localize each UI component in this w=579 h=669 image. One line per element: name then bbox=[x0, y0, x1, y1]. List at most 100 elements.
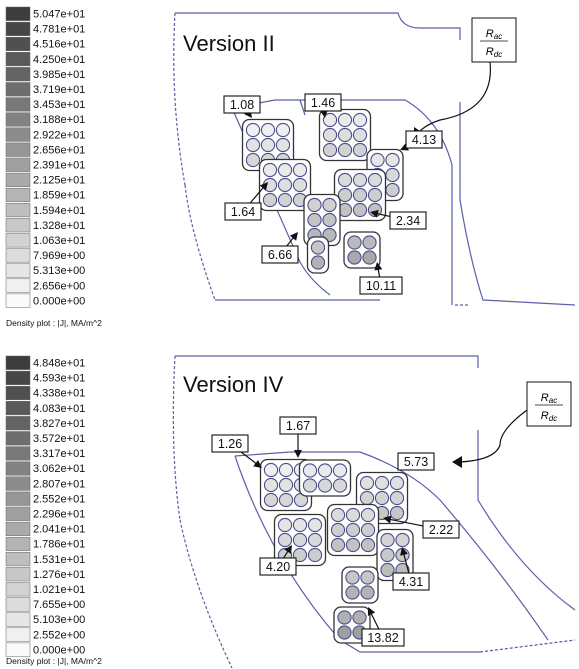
conductor-strand bbox=[333, 479, 346, 492]
conductor-bundle bbox=[344, 232, 380, 268]
legend-value: 1.531e+01 bbox=[33, 554, 85, 566]
legend-value: 5.103e+00 bbox=[33, 614, 85, 626]
conductor-bundle bbox=[300, 460, 351, 496]
conductor-strand bbox=[346, 508, 359, 521]
legend-swatch bbox=[6, 203, 30, 217]
ratio-arrow bbox=[460, 410, 527, 462]
legend-value: 4.250e+01 bbox=[33, 54, 85, 66]
legend-swatch bbox=[6, 188, 30, 202]
legend-value: 2.552e+01 bbox=[33, 493, 85, 505]
legend-value: 3.572e+01 bbox=[33, 433, 85, 445]
legend-swatch bbox=[6, 537, 30, 551]
conductor-strand bbox=[348, 251, 361, 264]
legend-swatch bbox=[6, 264, 30, 278]
conductor-strand bbox=[263, 163, 276, 176]
legend-value: 1.594e+01 bbox=[33, 205, 85, 217]
legend-value: 1.021e+01 bbox=[33, 584, 85, 596]
conductor-strand bbox=[261, 123, 274, 136]
legend-value: 4.593e+01 bbox=[33, 373, 85, 385]
conductor-strand bbox=[279, 493, 292, 506]
ratio-value: 10.11 bbox=[366, 279, 396, 293]
conductor-strand bbox=[338, 611, 351, 624]
legend-swatch bbox=[6, 113, 30, 127]
conductor-strand bbox=[279, 463, 292, 476]
legend-swatch bbox=[6, 52, 30, 66]
legend-swatch bbox=[6, 613, 30, 627]
conductor-strand bbox=[311, 256, 324, 269]
conductor-strand bbox=[338, 626, 351, 639]
legend-value: 5.047e+01 bbox=[33, 9, 85, 21]
conductor-strand bbox=[246, 123, 259, 136]
legend-value: 5.313e+00 bbox=[33, 265, 85, 277]
conductor-strand bbox=[278, 163, 291, 176]
conductor-bundle bbox=[342, 567, 378, 603]
legend-swatch bbox=[6, 158, 30, 172]
conductor-strand bbox=[353, 203, 366, 216]
conductor-strand bbox=[386, 153, 399, 166]
ratio-value: 1.08 bbox=[230, 98, 254, 112]
label-arrow bbox=[241, 452, 257, 464]
conductor-strand bbox=[276, 138, 289, 151]
legend-value: 4.781e+01 bbox=[33, 24, 85, 36]
conductor-strand bbox=[308, 533, 321, 546]
conductor-strand bbox=[293, 518, 306, 531]
legend-swatch bbox=[6, 386, 30, 400]
legend-value: 3.453e+01 bbox=[33, 99, 85, 111]
conductor-strand bbox=[338, 143, 351, 156]
label-arrowhead bbox=[294, 450, 302, 458]
ratio-value: 6.66 bbox=[268, 248, 292, 262]
legend-swatch bbox=[6, 371, 30, 385]
conductor-strand bbox=[353, 188, 366, 201]
legend-swatch bbox=[6, 432, 30, 446]
conductor-bundle bbox=[320, 110, 371, 161]
ratio-value: 13.82 bbox=[367, 631, 398, 645]
ratio-value: 2.34 bbox=[396, 214, 420, 228]
legend-value: 7.969e+00 bbox=[33, 250, 85, 262]
conductor-strand bbox=[278, 533, 291, 546]
panel-title: Version II bbox=[183, 31, 275, 56]
conductor-strand bbox=[348, 236, 361, 249]
conductor-strand bbox=[390, 506, 403, 519]
panel-version-ii: 5.047e+01 4.781e+01 4.516e+01 4.250e+01 3.98… bbox=[6, 7, 575, 328]
conductor-strand bbox=[278, 193, 291, 206]
label-arrow bbox=[371, 612, 379, 629]
conductor-strand bbox=[331, 508, 344, 521]
legend-value: 1.328e+01 bbox=[33, 220, 85, 232]
legend-swatch bbox=[6, 294, 30, 308]
legend-value: 3.188e+01 bbox=[33, 114, 85, 126]
conductor-strand bbox=[361, 571, 374, 584]
ratio-value: 1.67 bbox=[286, 419, 310, 433]
conductor-strand bbox=[278, 178, 291, 191]
conductor-strand bbox=[278, 518, 291, 531]
conductor-strand bbox=[361, 586, 374, 599]
legend-caption: Density plot : |J|, MA/m^2 bbox=[6, 656, 102, 666]
conductor-strand bbox=[338, 113, 351, 126]
ratio-value: 5.73 bbox=[404, 455, 428, 469]
legend-swatch bbox=[6, 522, 30, 536]
conductor-strand bbox=[308, 198, 321, 211]
conductor-strand bbox=[338, 173, 351, 186]
conductor-strand bbox=[338, 128, 351, 141]
conductor-bundles-version-iv bbox=[261, 460, 414, 644]
conductor-strand bbox=[261, 138, 274, 151]
ratio-arrowhead bbox=[452, 456, 462, 468]
conductor-strand bbox=[308, 548, 321, 561]
panel-version-iv: 4.848e+01 4.593e+01 4.338e+01 4.083e+01 3.82… bbox=[6, 356, 575, 668]
conductor-strand bbox=[293, 163, 306, 176]
rac-rdc-box: Rac Rdc bbox=[472, 18, 516, 62]
conductor-strand bbox=[318, 464, 331, 477]
conductor-strand bbox=[386, 168, 399, 181]
conductor-strand bbox=[333, 464, 346, 477]
legend-value: 1.063e+01 bbox=[33, 235, 85, 247]
conductor-strand bbox=[353, 128, 366, 141]
legend-swatch bbox=[6, 447, 30, 461]
panel-title: Version IV bbox=[183, 372, 284, 397]
conductor-strand bbox=[353, 113, 366, 126]
conductor-strand bbox=[361, 538, 374, 551]
legend-value: 2.391e+01 bbox=[33, 160, 85, 172]
conductor-strand bbox=[381, 533, 394, 546]
rac-rdc-box: Rac Rdc bbox=[527, 382, 571, 426]
conductor-strand bbox=[264, 478, 277, 491]
conductor-strand bbox=[390, 476, 403, 489]
conductor-bundle bbox=[308, 237, 329, 273]
